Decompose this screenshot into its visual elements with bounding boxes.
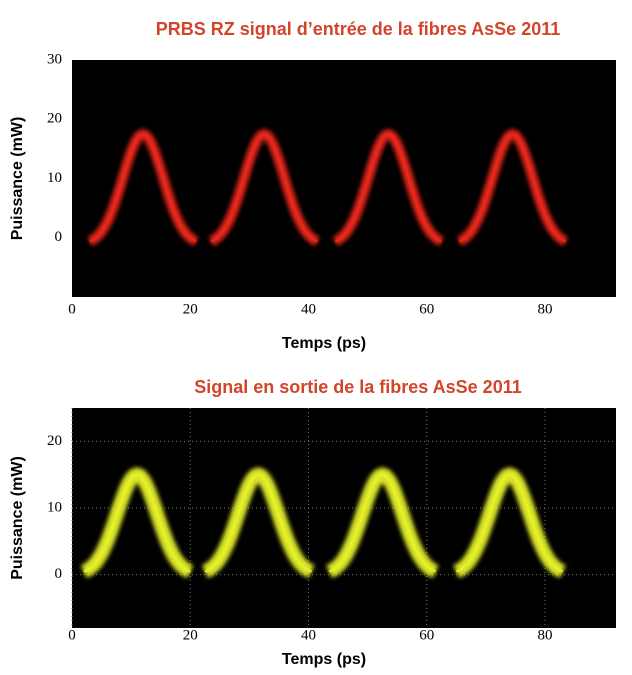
y-axis-label: Puissance (mW) — [9, 117, 26, 241]
pulse-core — [455, 473, 564, 574]
y-tick-label: 20 — [47, 433, 62, 449]
x-tick-label: 80 — [538, 301, 553, 317]
y-tick-label: 30 — [47, 51, 62, 67]
chart-title: Signal en sortie de la fibres AsSe 2011 — [194, 377, 521, 397]
pulse-core — [334, 132, 443, 243]
y-tick-label: 20 — [47, 111, 62, 127]
x-tick-label: 40 — [301, 301, 316, 317]
pulse-core — [89, 132, 197, 243]
y-tick-label: 10 — [47, 499, 62, 515]
chart-title: PRBS RZ signal d’entrée de la fibres AsS… — [156, 19, 561, 39]
x-axis-label: Temps (ps) — [282, 651, 366, 668]
y-tick-label: 0 — [55, 229, 63, 245]
pulse-core — [210, 132, 319, 243]
x-tick-label: 20 — [183, 301, 198, 317]
x-tick-label: 80 — [538, 627, 553, 643]
pulse-core — [458, 132, 567, 243]
y-tick-label: 10 — [47, 170, 62, 186]
pulse-core — [328, 473, 437, 574]
x-tick-label: 0 — [68, 301, 76, 317]
x-tick-label: 0 — [68, 627, 76, 643]
y-axis-label: Puissance (mW) — [9, 456, 26, 580]
x-tick-label: 60 — [419, 627, 434, 643]
x-tick-label: 40 — [301, 627, 316, 643]
x-axis-label: Temps (ps) — [282, 335, 366, 352]
x-tick-label: 20 — [183, 627, 198, 643]
pulse-core — [83, 473, 191, 574]
x-tick-label: 60 — [419, 301, 434, 317]
y-tick-label: 0 — [55, 566, 63, 582]
pulse-core — [204, 473, 313, 574]
